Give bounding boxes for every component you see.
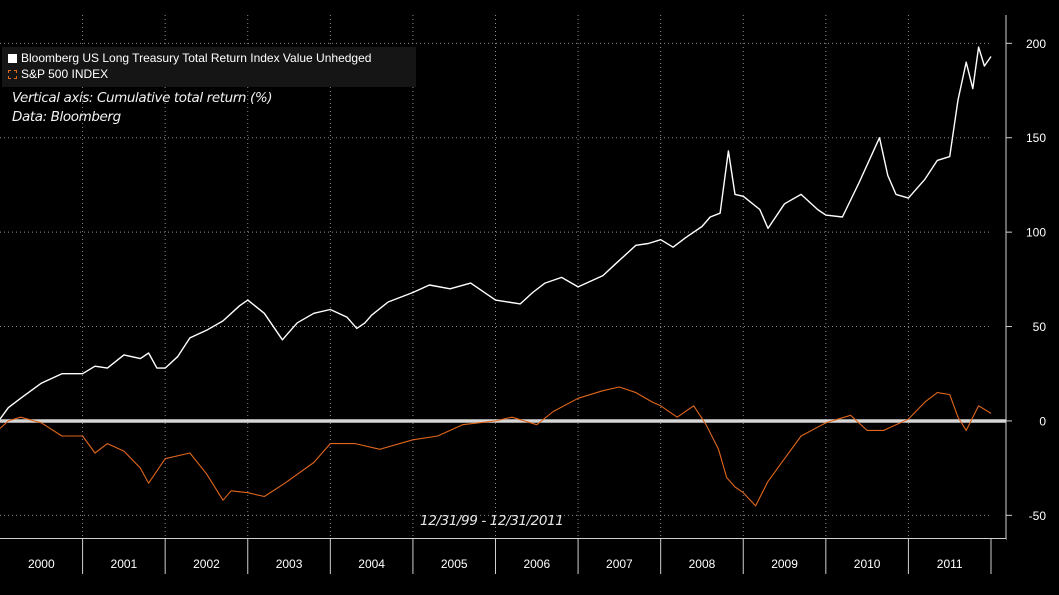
x-tick-label: 2009 <box>771 557 798 571</box>
y-tick-label: 100 <box>1026 226 1046 240</box>
x-tick-label: 2010 <box>854 557 881 571</box>
x-tick-label: 2004 <box>358 557 385 571</box>
legend-swatch-treasury <box>8 54 17 63</box>
series-line-treasury <box>0 46 992 420</box>
y-tick-label: 50 <box>1033 320 1047 334</box>
x-tick-label: 2005 <box>441 557 468 571</box>
x-axis: 2000 2001 2002 2003 2004 2005 2006 2007 2008 2009… <box>0 538 1006 595</box>
date-range-label: 12/31/99 - 12/31/2011 <box>420 513 564 529</box>
x-tick-label: 2000 <box>28 557 55 571</box>
legend: Bloomberg US Long Treasury Total Return … <box>2 47 416 87</box>
y-tick-label: 150 <box>1026 131 1046 145</box>
legend-item-treasury: Bloomberg US Long Treasury Total Return … <box>8 51 371 65</box>
y-tick-labels: -50 0 50 100 150 200 <box>1026 37 1046 523</box>
legend-swatch-sp500 <box>8 70 17 79</box>
legend-item-sp500: S&P 500 INDEX <box>8 67 108 81</box>
x-tick-label: 2008 <box>689 557 716 571</box>
series-lines <box>0 46 992 507</box>
x-tick-label: 2003 <box>276 557 303 571</box>
series-line-sp500 <box>0 386 992 507</box>
y-tick-label: 200 <box>1026 37 1046 51</box>
x-tick-label: 2011 <box>937 557 963 571</box>
x-tick-label: 2007 <box>606 557 633 571</box>
x-tick-label: 2002 <box>193 557 220 571</box>
x-axis-background <box>0 538 1006 595</box>
x-tick-label: 2001 <box>111 557 138 571</box>
legend-label-treasury: Bloomberg US Long Treasury Total Return … <box>21 51 372 65</box>
y-tick-label: 0 <box>1039 414 1046 428</box>
vertical-axis-note: Vertical axis: Cumulative total return (… <box>12 90 273 106</box>
legend-label-sp500: S&P 500 INDEX <box>21 67 109 81</box>
y-tick-label: -50 <box>1029 509 1047 523</box>
source-note: Data: Bloomberg <box>12 109 121 125</box>
x-tick-label: 2006 <box>523 557 550 571</box>
y-tick-marks <box>1006 42 1012 516</box>
